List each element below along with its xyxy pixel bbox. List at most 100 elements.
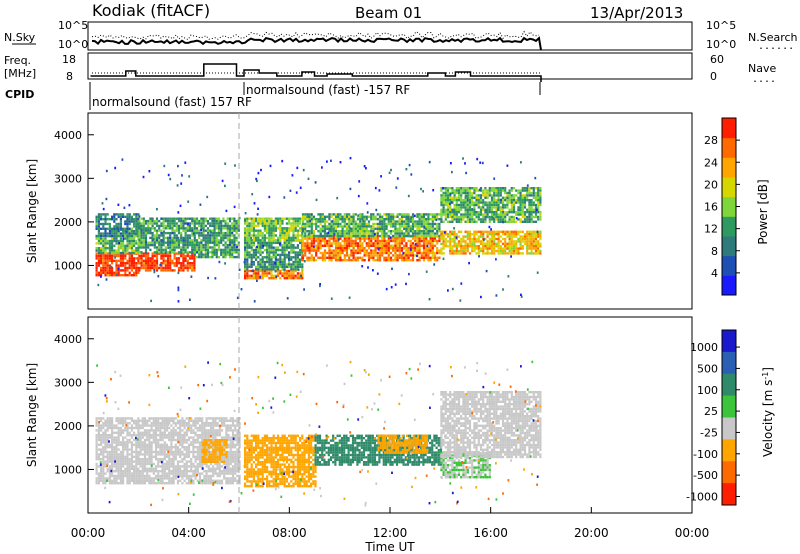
power-cell bbox=[236, 245, 238, 249]
power-cell bbox=[204, 239, 207, 242]
power-cell bbox=[376, 230, 379, 233]
velocity-cell bbox=[170, 462, 173, 466]
power-cell bbox=[184, 161, 187, 164]
power-cell bbox=[163, 164, 166, 168]
power-cell bbox=[195, 222, 199, 225]
power-cell bbox=[315, 198, 318, 202]
velocity-cell bbox=[97, 455, 100, 458]
power-cell bbox=[244, 258, 247, 261]
power-cell bbox=[279, 227, 282, 230]
power-cell bbox=[306, 230, 309, 233]
power-cell bbox=[493, 240, 496, 243]
power-cell bbox=[106, 262, 109, 265]
power-cell bbox=[429, 249, 432, 252]
power-cell bbox=[528, 208, 531, 211]
power-cell bbox=[200, 239, 203, 242]
power-cell bbox=[162, 257, 165, 260]
power-cell bbox=[235, 239, 238, 242]
power-cell bbox=[130, 227, 133, 230]
velocity-cell bbox=[170, 470, 173, 473]
power-cell bbox=[296, 265, 299, 269]
power-cell bbox=[490, 201, 494, 204]
power-cell bbox=[182, 254, 185, 258]
velocity-cell bbox=[128, 441, 131, 444]
velocity-cell bbox=[133, 438, 136, 442]
power-cell bbox=[244, 277, 247, 280]
power-cell bbox=[429, 222, 432, 226]
power-cell bbox=[266, 256, 269, 259]
power-cell bbox=[200, 227, 203, 230]
power-cell bbox=[188, 217, 192, 220]
power-cell bbox=[193, 248, 196, 252]
velocity-cell bbox=[143, 474, 147, 478]
power-cell bbox=[370, 237, 373, 240]
power-cell bbox=[95, 237, 98, 240]
power-cell bbox=[133, 235, 136, 238]
power-cell bbox=[213, 239, 216, 242]
power-cell bbox=[301, 269, 304, 273]
velocity-cell bbox=[141, 472, 144, 475]
power-cell bbox=[446, 235, 450, 238]
power-cell bbox=[410, 173, 413, 176]
power-cell bbox=[436, 225, 439, 228]
velocity-cell bbox=[111, 448, 114, 451]
power-cell bbox=[169, 241, 172, 244]
velocity-cell bbox=[157, 426, 160, 430]
velocity-cell bbox=[126, 482, 129, 485]
power-cell bbox=[186, 252, 189, 255]
power-cell bbox=[310, 244, 313, 247]
power-cell bbox=[457, 191, 461, 195]
power-cell bbox=[475, 211, 478, 214]
velocity-cell bbox=[143, 460, 147, 463]
power-cell bbox=[182, 248, 185, 252]
power-cell bbox=[204, 246, 207, 249]
power-cell bbox=[387, 251, 390, 255]
power-cell bbox=[350, 234, 353, 238]
power-cell bbox=[407, 215, 410, 218]
velocity-cell bbox=[146, 424, 149, 427]
velocity-cell bbox=[143, 438, 147, 442]
power-cell bbox=[315, 234, 318, 238]
velocity-cell bbox=[126, 429, 129, 432]
power-cell bbox=[252, 263, 255, 266]
power-cell bbox=[117, 264, 120, 267]
velocity-cell bbox=[97, 436, 100, 439]
power-cell bbox=[348, 225, 351, 228]
power-cell bbox=[266, 231, 269, 235]
power-cell bbox=[464, 245, 467, 248]
power-cell bbox=[343, 218, 346, 221]
power-cell bbox=[343, 225, 346, 228]
velocity-cell bbox=[97, 422, 100, 425]
power-cell bbox=[304, 254, 307, 257]
velocity-cell bbox=[146, 438, 149, 442]
power-cell bbox=[126, 234, 129, 238]
power-cell bbox=[160, 239, 163, 242]
power-cell bbox=[449, 202, 451, 205]
power-cell bbox=[319, 239, 322, 243]
power-cell bbox=[429, 225, 432, 228]
velocity-cell bbox=[174, 429, 177, 432]
power-cell bbox=[512, 199, 516, 202]
power-cell bbox=[206, 195, 209, 199]
power-cell bbox=[506, 211, 509, 214]
velocity-cell bbox=[97, 434, 100, 437]
power-cell bbox=[504, 189, 507, 192]
power-cell bbox=[497, 235, 500, 238]
velocity-cell bbox=[172, 434, 175, 437]
power-cell bbox=[106, 247, 109, 250]
power-cell bbox=[457, 242, 461, 245]
power-cell bbox=[312, 256, 316, 259]
velocity-cell bbox=[135, 426, 138, 430]
power-cell bbox=[171, 217, 174, 220]
power-cell bbox=[334, 237, 338, 240]
power-cell bbox=[359, 247, 362, 250]
power-cell bbox=[187, 223, 189, 226]
power-cell bbox=[191, 266, 194, 270]
power-cell bbox=[133, 257, 136, 260]
power-cell bbox=[405, 225, 408, 228]
power-cell bbox=[283, 256, 286, 259]
power-cell bbox=[405, 244, 408, 247]
power-cell bbox=[477, 199, 480, 202]
power-cell bbox=[475, 213, 478, 216]
power-cell bbox=[202, 253, 205, 256]
